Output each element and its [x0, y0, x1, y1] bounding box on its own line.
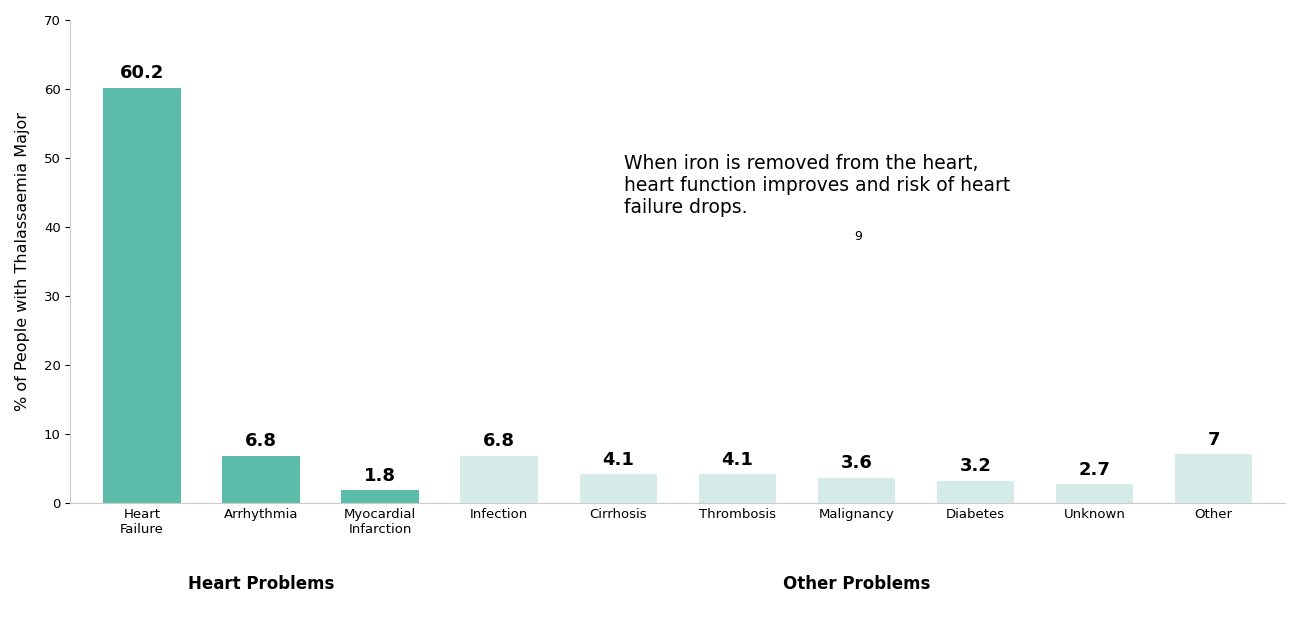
Text: Other Problems: Other Problems	[783, 575, 930, 593]
Bar	[1175, 455, 1252, 503]
Bar	[698, 474, 776, 503]
Text: 2.7: 2.7	[1079, 460, 1110, 479]
Bar	[222, 456, 300, 503]
Text: When iron is removed from the heart,
heart function improves and risk of heart
f: When iron is removed from the heart, hea…	[624, 154, 1010, 217]
Bar	[342, 490, 419, 503]
Text: 6.8: 6.8	[484, 432, 515, 450]
Text: 6.8: 6.8	[244, 432, 277, 450]
Text: Heart Problems: Heart Problems	[187, 575, 334, 593]
Text: 3.2: 3.2	[959, 457, 992, 475]
Bar	[1056, 484, 1134, 503]
Bar	[460, 456, 538, 503]
Text: 4.1: 4.1	[602, 451, 634, 469]
Bar	[103, 87, 181, 503]
Text: 4.1: 4.1	[722, 451, 753, 469]
Bar	[580, 474, 656, 503]
Y-axis label: % of People with Thalassaemia Major: % of People with Thalassaemia Major	[16, 112, 30, 411]
Text: 3.6: 3.6	[840, 455, 872, 473]
Text: 9: 9	[854, 230, 862, 243]
Text: 60.2: 60.2	[120, 64, 164, 82]
Text: 1.8: 1.8	[364, 467, 396, 485]
Text: 7: 7	[1208, 431, 1219, 449]
Bar	[937, 481, 1014, 503]
Bar	[818, 478, 894, 503]
